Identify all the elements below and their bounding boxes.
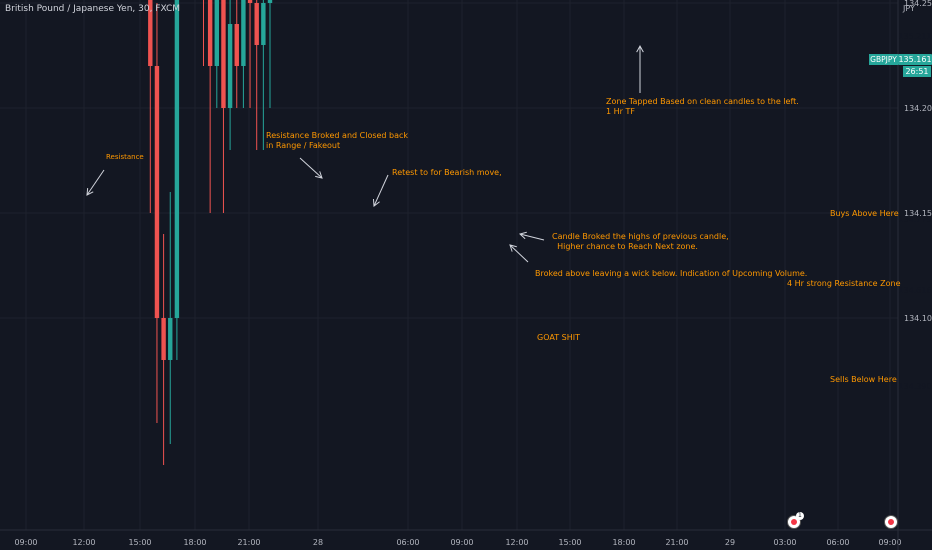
price-tick-label: 134.100	[904, 314, 932, 323]
arrow-resistance	[86, 169, 105, 196]
label-resistance-zone[interactable]: 4 Hr strong Resistance Zone	[787, 279, 901, 288]
price-tick-label: 134.150	[904, 209, 932, 218]
candle-body	[254, 3, 259, 45]
arrow-fakeout-head	[315, 171, 323, 179]
time-tick-label: 03:00	[773, 538, 796, 547]
arrow-candle-broke	[519, 233, 545, 241]
arrow-broke-above-head	[509, 244, 517, 252]
arrow-candle-broke-head	[518, 231, 527, 240]
candle-body	[267, 0, 273, 3]
time-tick-label: 06:00	[396, 538, 419, 547]
arrow-zone-tapped-head	[636, 44, 644, 53]
time-tick-label: 09:00	[14, 538, 37, 547]
candle-body	[241, 0, 246, 66]
candle-body	[174, 0, 180, 318]
annotation-goat[interactable]: GOAT SHIT	[537, 333, 580, 342]
label-sells-below[interactable]: Sells Below Here	[830, 375, 897, 384]
time-tick-label: 15:00	[128, 538, 151, 547]
time-tick-label: 21:00	[665, 538, 688, 547]
candle-body	[227, 24, 233, 108]
time-tick-label: 18:00	[612, 538, 635, 547]
annotation-broke-above[interactable]: Broked above leaving a wick below. Indic…	[535, 269, 808, 278]
time-tick-label: 09:00	[450, 538, 473, 547]
time-tick-label: 12:00	[505, 538, 528, 547]
candle-body	[168, 318, 173, 360]
annotation-retest[interactable]: Retest to for Bearish move,	[392, 168, 502, 177]
candle-body	[154, 66, 160, 318]
candle-body	[214, 0, 219, 66]
candle-body	[221, 0, 226, 108]
arrow-broke-above	[509, 244, 529, 263]
candle-body	[247, 0, 253, 3]
label-buys-above[interactable]: Buys Above Here	[830, 209, 899, 218]
time-tick-label: 28	[313, 538, 323, 547]
candle-body	[207, 0, 213, 66]
currency-label: JPY	[903, 4, 915, 13]
symbol-title[interactable]: British Pound / Japanese Yen, 30, FXCM	[5, 4, 181, 14]
arrow-retest	[373, 174, 389, 207]
price-tick-label: 134.200	[904, 104, 932, 113]
buys-level-price-badge: 134.779	[898, 215, 932, 224]
zone-price-badge-upper: 135.211	[898, 32, 932, 41]
candle-body	[161, 318, 166, 360]
arrow-fakeout	[299, 157, 323, 179]
symbol-badge: GBPJPY	[869, 54, 898, 65]
time-tick-label: 15:00	[558, 538, 581, 547]
annotation-resistance-broken[interactable]: Resistance Broked and Closed back in Ran…	[266, 131, 409, 150]
price-tick-label: 134.250	[904, 0, 932, 8]
time-tick-label: 29	[725, 538, 735, 547]
candle-body	[261, 3, 266, 45]
candle-body	[148, 0, 153, 66]
time-tick-label: 21:00	[237, 538, 260, 547]
annotation-candle-broke[interactable]: Candle Broked the highs of previous cand…	[552, 232, 729, 251]
arrow-resistance-head	[86, 187, 94, 196]
ideas-icon[interactable]	[884, 515, 898, 529]
time-tick-label: 09:00	[878, 538, 901, 547]
candle-body	[234, 24, 239, 66]
annotation-zone-tapped[interactable]: Zone Tapped Based on clean candles to th…	[606, 97, 799, 116]
time-tick-label: 18:00	[183, 538, 206, 547]
bar-countdown-badge: 26:51	[903, 66, 931, 77]
time-tick-label: 12:00	[72, 538, 95, 547]
annotation-resistance[interactable]: Resistance	[106, 153, 144, 161]
resistance-level-price-badge: 134.616	[898, 286, 932, 295]
arrow-retest-head	[372, 198, 380, 207]
time-tick-label: 06:00	[826, 538, 849, 547]
last-price-badge: 135.161	[898, 54, 932, 65]
sells-level-price-badge: 134.390	[898, 382, 932, 391]
alert-count-badge: 1	[796, 512, 804, 520]
